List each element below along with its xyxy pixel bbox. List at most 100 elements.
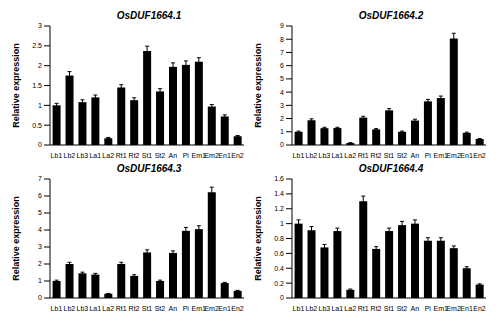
svg-text:Rt2: Rt2 (129, 152, 140, 159)
svg-text:St2: St2 (155, 152, 166, 159)
svg-text:St1: St1 (142, 152, 153, 159)
svg-text:1: 1 (280, 220, 284, 227)
svg-text:Rt1: Rt1 (116, 305, 127, 312)
svg-text:Rt2: Rt2 (371, 305, 382, 312)
svg-text:Lb1: Lb1 (293, 305, 305, 312)
svg-text:Pi: Pi (183, 305, 190, 312)
svg-text:St1: St1 (384, 152, 395, 159)
svg-text:En2: En2 (473, 305, 486, 312)
svg-text:1: 1 (38, 277, 42, 284)
html-text:OsDUF1664.3: OsDUF1664.3 (116, 163, 182, 174)
svg-text:Rt1: Rt1 (358, 152, 369, 159)
svg-text:Lb2: Lb2 (306, 305, 318, 312)
svg-text:St2: St2 (397, 305, 408, 312)
svg-text:Pi: Pi (183, 152, 190, 159)
svg-text:Lb3: Lb3 (318, 305, 330, 312)
svg-text:Em1: Em1 (433, 152, 448, 159)
svg-text:0.6: 0.6 (274, 250, 284, 257)
svg-text:Pi: Pi (425, 305, 432, 312)
svg-text:Em2: Em2 (446, 152, 461, 159)
svg-text:3: 3 (38, 22, 42, 29)
svg-text:St1: St1 (142, 305, 153, 312)
svg-text:Lb3: Lb3 (76, 152, 88, 159)
svg-text:Relative expression: Relative expression (11, 43, 21, 128)
svg-text:4: 4 (280, 89, 284, 96)
svg-text:Rt1: Rt1 (116, 152, 127, 159)
svg-text:2: 2 (38, 62, 42, 69)
svg-text:An: An (169, 152, 178, 159)
svg-text:Lb2: Lb2 (64, 152, 76, 159)
svg-text:Em2: Em2 (446, 305, 461, 312)
svg-text:1: 1 (38, 102, 42, 109)
svg-text:6: 6 (38, 192, 42, 199)
svg-text:2.5: 2.5 (32, 42, 42, 49)
svg-text:En2: En2 (231, 305, 244, 312)
svg-text:Pi: Pi (425, 152, 432, 159)
svg-text:La1: La1 (89, 305, 101, 312)
svg-text:1.6: 1.6 (274, 175, 284, 182)
svg-text:La2: La2 (102, 152, 114, 159)
svg-text:0.4: 0.4 (274, 265, 284, 272)
html-text:OsDUF1664.4: OsDUF1664.4 (358, 163, 424, 174)
svg-text:0: 0 (38, 141, 42, 148)
svg-text:En2: En2 (231, 152, 244, 159)
svg-text:2: 2 (38, 260, 42, 267)
svg-text:Em1: Em1 (191, 152, 206, 159)
svg-text:La2: La2 (102, 305, 114, 312)
svg-text:En1: En1 (460, 152, 473, 159)
svg-text:La1: La1 (331, 305, 343, 312)
svg-text:Rt2: Rt2 (371, 152, 382, 159)
svg-text:St2: St2 (397, 152, 408, 159)
svg-text:La1: La1 (331, 152, 343, 159)
svg-text:9: 9 (280, 22, 284, 29)
svg-text:3: 3 (280, 102, 284, 109)
svg-text:2: 2 (280, 115, 284, 122)
svg-text:An: An (169, 305, 178, 312)
svg-text:La1: La1 (89, 152, 101, 159)
svg-text:La2: La2 (344, 152, 356, 159)
svg-text:0: 0 (280, 141, 284, 148)
svg-text:Relative expression: Relative expression (11, 196, 21, 281)
svg-text:Lb1: Lb1 (51, 152, 63, 159)
svg-text:En1: En1 (218, 305, 231, 312)
svg-text:Lb1: Lb1 (51, 305, 63, 312)
svg-text:Lb3: Lb3 (76, 305, 88, 312)
svg-text:Rt2: Rt2 (129, 305, 140, 312)
svg-text:3: 3 (38, 243, 42, 250)
svg-text:6: 6 (280, 62, 284, 69)
svg-text:Rt1: Rt1 (358, 305, 369, 312)
svg-text:Lb1: Lb1 (293, 152, 305, 159)
svg-text:Lb2: Lb2 (64, 305, 76, 312)
svg-text:An: An (411, 305, 420, 312)
svg-text:4: 4 (38, 226, 42, 233)
html-text:OsDUF1664.2: OsDUF1664.2 (358, 10, 424, 21)
svg-text:0.5: 0.5 (32, 122, 42, 129)
svg-text:0.2: 0.2 (274, 280, 284, 287)
svg-text:0: 0 (38, 294, 42, 301)
svg-text:En2: En2 (473, 152, 486, 159)
svg-text:7: 7 (280, 49, 284, 56)
svg-text:Lb3: Lb3 (318, 152, 330, 159)
svg-text:5: 5 (38, 209, 42, 216)
svg-text:St2: St2 (155, 305, 166, 312)
svg-text:0.8: 0.8 (274, 235, 284, 242)
svg-text:1.5: 1.5 (32, 82, 42, 89)
svg-text:7: 7 (38, 175, 42, 182)
svg-text:En1: En1 (460, 305, 473, 312)
svg-text:En1: En1 (218, 152, 231, 159)
svg-text:1.2: 1.2 (274, 205, 284, 212)
svg-text:Em2: Em2 (204, 152, 219, 159)
svg-text:St1: St1 (384, 305, 395, 312)
svg-text:1.4: 1.4 (274, 190, 284, 197)
svg-text:Relative expression: Relative expression (253, 43, 263, 128)
svg-text:An: An (411, 152, 420, 159)
svg-text:5: 5 (280, 75, 284, 82)
svg-text:0: 0 (280, 294, 284, 301)
svg-text:1: 1 (280, 128, 284, 135)
svg-text:Lb2: Lb2 (306, 152, 318, 159)
svg-text:Em2: Em2 (204, 305, 219, 312)
svg-text:8: 8 (280, 36, 284, 43)
svg-text:Relative expression: Relative expression (253, 196, 263, 281)
html-text:OsDUF1664.1: OsDUF1664.1 (116, 10, 182, 21)
svg-text:La2: La2 (344, 305, 356, 312)
